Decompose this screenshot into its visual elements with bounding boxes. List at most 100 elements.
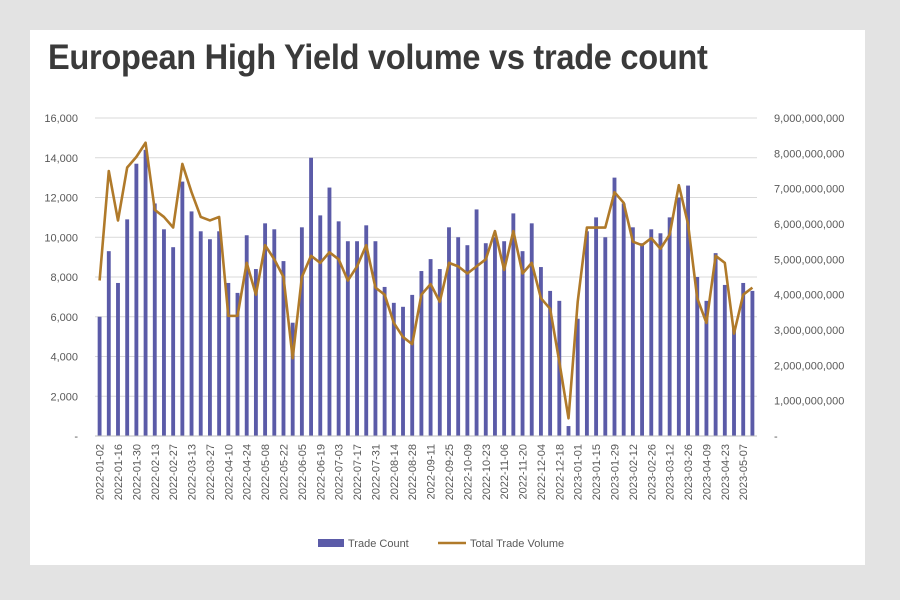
bar-trade-count — [538, 267, 543, 436]
bar-series-trade-count — [97, 149, 755, 437]
x-tick-label: 2022-02-27 — [168, 444, 180, 500]
bar-trade-count — [207, 239, 212, 436]
bar-trade-count — [106, 251, 111, 436]
x-tick-label: 2022-07-17 — [352, 444, 364, 500]
bar-trade-count — [244, 235, 249, 436]
y-left-tick-label: - — [74, 431, 78, 443]
x-tick-label: 2022-03-13 — [187, 444, 199, 500]
x-tick-label: 2023-02-12 — [628, 444, 640, 500]
bar-trade-count — [410, 294, 415, 436]
bar-trade-count — [134, 163, 139, 436]
bar-trade-count — [125, 219, 130, 436]
x-tick-label: 2023-01-15 — [591, 444, 603, 500]
x-tick-label: 2022-05-08 — [260, 444, 272, 500]
x-tick-label: 2023-01-29 — [609, 444, 621, 500]
bar-trade-count — [603, 237, 608, 436]
bar-trade-count — [511, 213, 516, 436]
bar-trade-count — [364, 225, 369, 436]
y-left-tick-label: 8,000 — [50, 272, 78, 284]
bar-trade-count — [621, 203, 626, 436]
y-left-tick-label: 14,000 — [44, 153, 78, 165]
y-axis-left: - 2,000 4,000 6,000 8,000 10,000 12,000 14,000 1… — [44, 113, 78, 443]
x-tick-label: 2022-12-04 — [536, 444, 548, 500]
x-tick-label: 2022-10-09 — [462, 444, 474, 500]
bar-trade-count — [419, 271, 424, 436]
y-left-tick-label: 12,000 — [44, 193, 78, 205]
bar-trade-count — [272, 229, 277, 436]
x-tick-label: 2022-01-02 — [95, 444, 107, 500]
x-tick-label: 2022-11-20 — [518, 444, 530, 499]
bar-trade-count — [116, 282, 120, 436]
x-tick-label: 2022-06-05 — [297, 444, 309, 500]
bar-trade-count — [575, 318, 580, 436]
bar-trade-count — [465, 245, 470, 436]
x-tick-label: 2022-09-25 — [444, 444, 456, 500]
bar-trade-count — [180, 181, 185, 436]
x-tick-label: 2022-08-14 — [389, 444, 401, 500]
x-tick-label: 2022-01-16 — [113, 444, 125, 500]
bar-trade-count — [667, 217, 672, 436]
bar-trade-count — [695, 277, 700, 436]
x-tick-label: 2022-03-27 — [205, 444, 217, 500]
bar-trade-count — [474, 209, 479, 436]
bar-trade-count — [520, 251, 525, 436]
legend-label-total-trade-volume: Total Trade Volume — [470, 538, 564, 550]
bar-trade-count — [483, 243, 488, 436]
bar-trade-count — [290, 322, 295, 436]
bar-trade-count — [327, 187, 332, 436]
gridlines — [95, 117, 757, 437]
bar-trade-count — [97, 316, 102, 436]
y-right-tick-label: - — [774, 431, 778, 443]
bar-trade-count — [649, 229, 654, 436]
y-right-tick-label: 4,000,000,000 — [774, 290, 844, 302]
bar-trade-count — [171, 247, 176, 436]
bar-trade-count — [704, 300, 709, 436]
bar-trade-count — [584, 231, 589, 436]
x-tick-label: 2023-04-09 — [701, 444, 713, 500]
bar-trade-count — [630, 227, 635, 436]
x-tick-label: 2023-01-01 — [573, 444, 585, 500]
bar-trade-count — [253, 269, 258, 436]
y-left-tick-label: 6,000 — [50, 312, 78, 324]
bar-trade-count — [401, 306, 405, 436]
bar-trade-count — [382, 286, 387, 436]
x-tick-label: 2023-02-26 — [646, 444, 658, 500]
bar-trade-count — [447, 227, 451, 436]
bar-trade-count — [373, 241, 378, 436]
x-axis: 2022-01-02 2022-01-16 2022-01-30 2022-02-13… — [95, 435, 757, 500]
y-right-tick-label: 1,000,000,000 — [774, 396, 844, 408]
bar-trade-count — [612, 177, 617, 436]
y-left-tick-label: 10,000 — [44, 232, 78, 244]
bar-trade-count — [676, 197, 681, 436]
bar-trade-count — [437, 269, 442, 436]
x-tick-label: 2022-08-28 — [407, 444, 419, 500]
x-tick-label: 2023-04-23 — [720, 444, 732, 500]
bar-trade-count — [345, 241, 350, 436]
x-tick-label: 2023-03-12 — [665, 444, 677, 500]
bar-trade-count — [456, 237, 461, 436]
x-tick-label: 2022-04-24 — [242, 444, 254, 500]
bar-trade-count — [493, 237, 497, 436]
y-right-tick-label: 6,000,000,000 — [774, 219, 844, 231]
y-right-tick-label: 8,000,000,000 — [774, 148, 844, 160]
bar-trade-count — [152, 203, 157, 436]
line-series-total-trade-volume — [98, 141, 754, 420]
bar-trade-count — [428, 259, 433, 436]
bar-trade-count — [162, 229, 166, 436]
x-tick-label: 2022-07-03 — [334, 444, 346, 500]
bar-trade-count — [318, 215, 323, 436]
bar-trade-count — [198, 231, 203, 436]
y-right-tick-label: 5,000,000,000 — [774, 254, 844, 266]
x-tick-label: 2022-02-13 — [150, 444, 162, 500]
bar-trade-count — [750, 290, 755, 436]
bar-trade-count — [299, 227, 304, 436]
x-tick-label: 2023-03-26 — [683, 444, 695, 500]
bar-trade-count — [217, 231, 222, 436]
y-left-tick-label: 2,000 — [50, 391, 78, 403]
x-tick-label: 2022-06-19 — [315, 444, 327, 500]
bar-trade-count — [143, 149, 148, 437]
bar-trade-count — [741, 282, 746, 436]
bar-trade-count — [235, 292, 240, 436]
bar-trade-count — [686, 185, 690, 436]
